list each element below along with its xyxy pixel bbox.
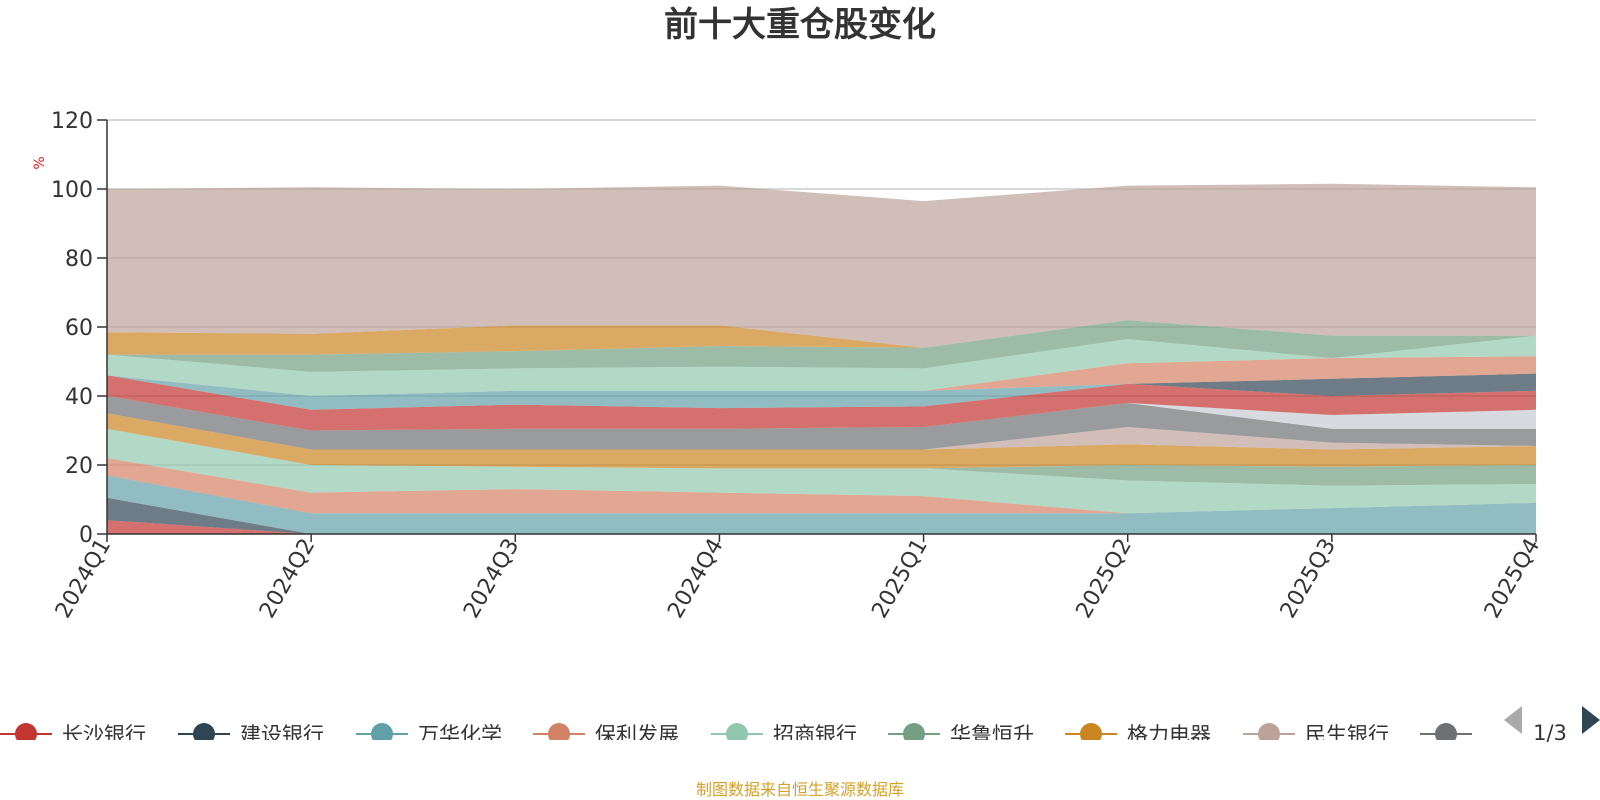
y-tick-label: 40: [65, 385, 93, 410]
legend-page-indicator: 1/3: [1533, 721, 1567, 745]
x-tick-label: 2025Q3: [1276, 535, 1341, 623]
legend-prev-icon[interactable]: [1504, 706, 1522, 734]
x-tick-label: 2024Q3: [459, 535, 524, 623]
legend-marker-icon: [371, 723, 393, 740]
legend-marker-icon: [193, 723, 215, 740]
y-tick-label: 60: [65, 316, 93, 341]
area-layer: [107, 520, 1536, 534]
legend-marker-icon: [1435, 723, 1457, 740]
area-layer: [107, 475, 1536, 534]
legend-marker-icon: [548, 723, 570, 740]
y-tick-label: 20: [65, 454, 93, 479]
area-layer: [107, 428, 1536, 486]
area-layer: [107, 183, 1536, 348]
area-layer: [107, 396, 1536, 450]
legend-marker-icon: [1258, 723, 1280, 740]
y-tick-label: 100: [51, 178, 93, 203]
area-layer: [107, 413, 1536, 450]
legend-label: 长沙银行: [62, 723, 146, 747]
area-layer: [107, 458, 1536, 514]
area-layer: [107, 373, 1536, 410]
legend-next-icon[interactable]: [1582, 706, 1600, 734]
legend-item[interactable]: 民生银行: [1243, 723, 1389, 747]
legend-item[interactable]: 格力电器: [1065, 723, 1211, 747]
chart-title: 前十大重仓股变化: [664, 5, 936, 45]
legend-label: 建设银行: [240, 723, 324, 747]
area-layer: [107, 335, 1536, 396]
legend-item[interactable]: 招商银行: [711, 723, 857, 747]
legend-label: 保利发展: [595, 723, 679, 747]
legend-label: 民生银行: [1305, 723, 1389, 747]
area-layer: [107, 320, 1536, 372]
area-layer: [107, 356, 1536, 396]
x-tick-label: 2025Q2: [1072, 535, 1137, 623]
y-axis-unit: %: [32, 156, 48, 169]
area-layer: [107, 373, 1536, 410]
legend-marker-icon: [15, 723, 37, 740]
y-tick-label: 80: [65, 247, 93, 272]
legend-label: 招商银行: [773, 723, 857, 747]
area-layer: [107, 413, 1536, 469]
legend-item[interactable]: 万华化学: [356, 723, 502, 747]
x-tick-label: 2025Q1: [867, 535, 932, 623]
data-source-note: 制图数据来自恒生聚源数据库: [696, 780, 904, 799]
legend-item[interactable]: 华鲁恒升: [888, 723, 1034, 747]
legend-label: 格力电器: [1127, 723, 1211, 747]
x-tick-label: 2024Q4: [663, 535, 728, 623]
area-layer: [107, 428, 1536, 514]
legend-label: 1: [1482, 723, 1495, 747]
legend-item[interactable]: 建设银行: [178, 723, 324, 747]
legend-marker-icon: [1080, 723, 1102, 740]
area-layer: [107, 375, 1536, 431]
y-tick-label: 0: [79, 523, 93, 548]
area-layer: [107, 396, 1536, 431]
legend-marker-icon: [903, 723, 925, 740]
legend-marker-icon: [726, 723, 748, 740]
y-tick-label: 120: [51, 109, 93, 134]
legend-item[interactable]: 1: [1420, 723, 1495, 747]
legend: 长沙银行 建设银行 万华化学 保利发展 招商银行 华鲁恒升 格力电器 民生银行 1: [0, 723, 1495, 747]
x-tick-label: 2024Q2: [255, 535, 320, 623]
legend-pager: 1/3: [1504, 706, 1600, 745]
area-series: [107, 183, 1536, 534]
legend-label: 万华化学: [418, 723, 502, 747]
legend-item[interactable]: 保利发展: [533, 723, 679, 747]
area-layer: [107, 320, 1536, 355]
legend-label: 华鲁恒升: [950, 723, 1034, 747]
legend-item[interactable]: 长沙银行: [0, 723, 146, 747]
x-tick-label: 2025Q4: [1480, 535, 1545, 623]
legend-items: 长沙银行 建设银行 万华化学 保利发展 招商银行 华鲁恒升 格力电器 民生银行 1: [0, 723, 1495, 747]
